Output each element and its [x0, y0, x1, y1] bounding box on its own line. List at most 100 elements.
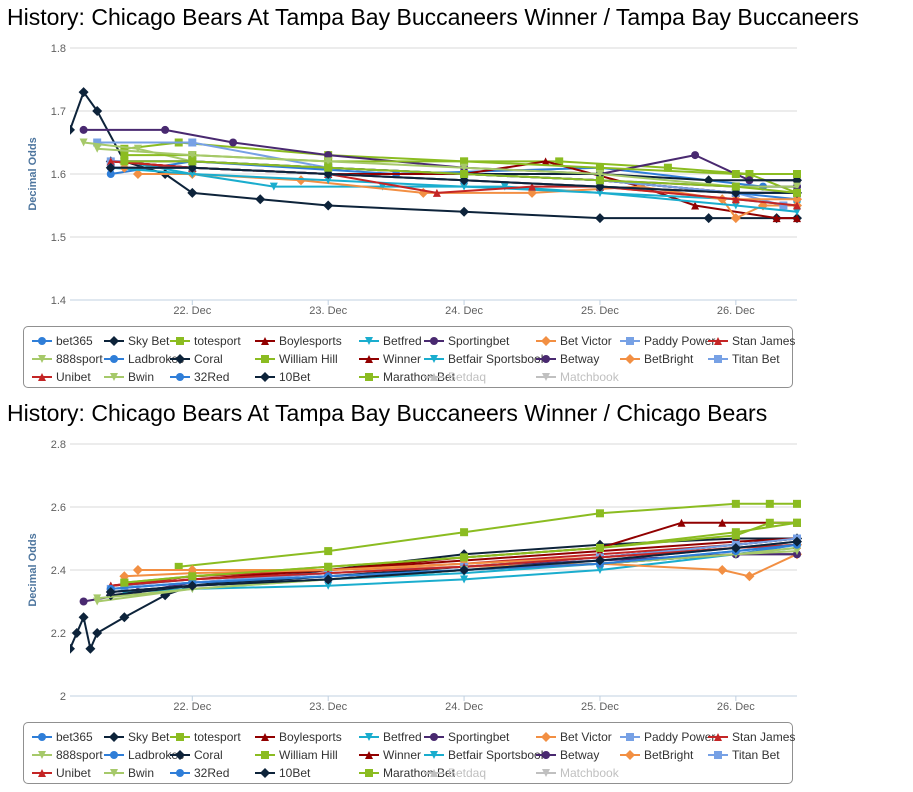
x-tick-label: 22. Dec	[173, 701, 211, 713]
chart-panel-tampa-bay: 1.4 1.5 1.6 1.7 1.8 22. Dec 23. Dec 24. Dec 25. …	[7, 4, 859, 388]
data-point	[79, 597, 88, 606]
legend-label: Ladbrokes	[128, 748, 185, 762]
legend-marker	[365, 733, 373, 741]
legend-label: Bet Victor	[560, 730, 612, 744]
x-tick-label: 24. Dec	[445, 305, 483, 317]
legend-marker	[542, 769, 550, 777]
series-marathon-bet[interactable]	[120, 157, 801, 197]
legend-marker	[542, 373, 550, 381]
legend-label: bet365	[56, 730, 93, 744]
data-point	[92, 106, 103, 116]
legend-label: Coral	[194, 748, 223, 762]
data-point	[703, 175, 714, 186]
chart-title: History: Chicago Bears At Tampa Bay Bucc…	[7, 4, 859, 30]
legend-marker	[38, 373, 46, 381]
data-point	[324, 562, 333, 571]
data-point	[793, 201, 801, 210]
legend-marker	[109, 732, 119, 742]
legend-symbol	[620, 733, 640, 741]
data-point	[793, 214, 801, 223]
legend-symbol	[536, 336, 556, 346]
data-point	[255, 194, 266, 205]
series-line	[124, 521, 797, 584]
legend-symbol	[359, 733, 379, 741]
legend-marker	[625, 354, 635, 364]
legend-label: Boylesports	[279, 730, 342, 744]
data-point	[93, 594, 102, 603]
data-point	[460, 157, 469, 166]
data-point	[594, 213, 605, 224]
data-point	[731, 170, 740, 178]
data-point	[188, 151, 197, 160]
chart-title: History: Chicago Bears At Tampa Bay Bucc…	[7, 400, 768, 426]
legend-marker	[430, 733, 438, 741]
legend-symbol	[32, 733, 52, 741]
legend-symbol	[708, 337, 728, 345]
legend-symbol	[359, 751, 379, 759]
data-point	[460, 182, 469, 191]
legend-label: Marathon Bet	[383, 370, 456, 384]
data-point	[229, 138, 238, 147]
series-totesport[interactable]	[174, 499, 801, 571]
legend-symbol	[170, 373, 190, 381]
data-point	[105, 587, 116, 598]
legend-marker	[365, 769, 373, 777]
legend-marker	[714, 355, 722, 363]
legend-marker	[541, 336, 551, 346]
legend-label: William Hill	[279, 352, 338, 366]
data-point	[133, 144, 142, 153]
legend-marker	[260, 372, 270, 382]
data-point	[793, 188, 801, 197]
legend-symbol	[255, 337, 275, 345]
legend-marker	[261, 355, 269, 363]
legend-label: Sportingbet	[448, 730, 510, 744]
legend-marker	[542, 355, 550, 363]
legend-label: Titan Bet	[732, 352, 780, 366]
data-point	[85, 643, 96, 654]
legend-label: 888sport	[56, 352, 103, 366]
data-point	[459, 206, 470, 217]
data-point	[460, 170, 469, 178]
data-point	[595, 566, 604, 574]
legend-symbol	[536, 732, 556, 742]
legend: bet365 Sky Bet totesport Boylesports Betfred…	[23, 326, 795, 388]
legend-symbol	[424, 751, 444, 759]
legend-symbol	[255, 355, 275, 363]
legend-marker	[110, 751, 118, 759]
legend-marker	[261, 337, 269, 345]
y-tick-label: 1.4	[51, 295, 66, 307]
data-point	[731, 201, 740, 210]
legend-marker	[365, 355, 373, 363]
legend-marker	[714, 337, 722, 345]
data-point	[269, 182, 278, 191]
legend: bet365 Sky Bet totesport Boylesports Betfred…	[23, 722, 795, 784]
legend-label: Sky Bet	[128, 334, 170, 348]
legend-label: Betfred	[383, 334, 422, 348]
y-axis-label: Decimal Odds	[27, 137, 39, 210]
data-point	[79, 125, 88, 134]
data-point	[70, 124, 75, 135]
legend-symbol	[170, 733, 190, 741]
series-marathon-bet[interactable]	[120, 518, 801, 587]
data-point	[188, 170, 197, 178]
legend-label: Winner	[383, 748, 422, 762]
legend-marker	[38, 355, 46, 363]
legend-label: Bet Victor	[560, 334, 612, 348]
data-point	[528, 182, 537, 191]
legend-marker	[38, 733, 46, 741]
data-point	[500, 182, 509, 191]
legend-label: Ladbrokes	[128, 352, 185, 366]
series-10bet[interactable]	[105, 536, 802, 598]
legend-symbol	[536, 751, 556, 759]
legend-label: totesport	[194, 730, 241, 744]
series-group	[70, 87, 802, 224]
data-point	[324, 176, 333, 185]
legend-symbol	[424, 769, 444, 777]
data-point	[105, 162, 116, 173]
legend-label: Betway	[560, 352, 600, 366]
legend-marker	[714, 751, 722, 759]
data-point	[70, 643, 75, 654]
data-point	[71, 628, 82, 638]
legend-symbol	[255, 372, 275, 382]
legend-marker	[714, 733, 722, 741]
